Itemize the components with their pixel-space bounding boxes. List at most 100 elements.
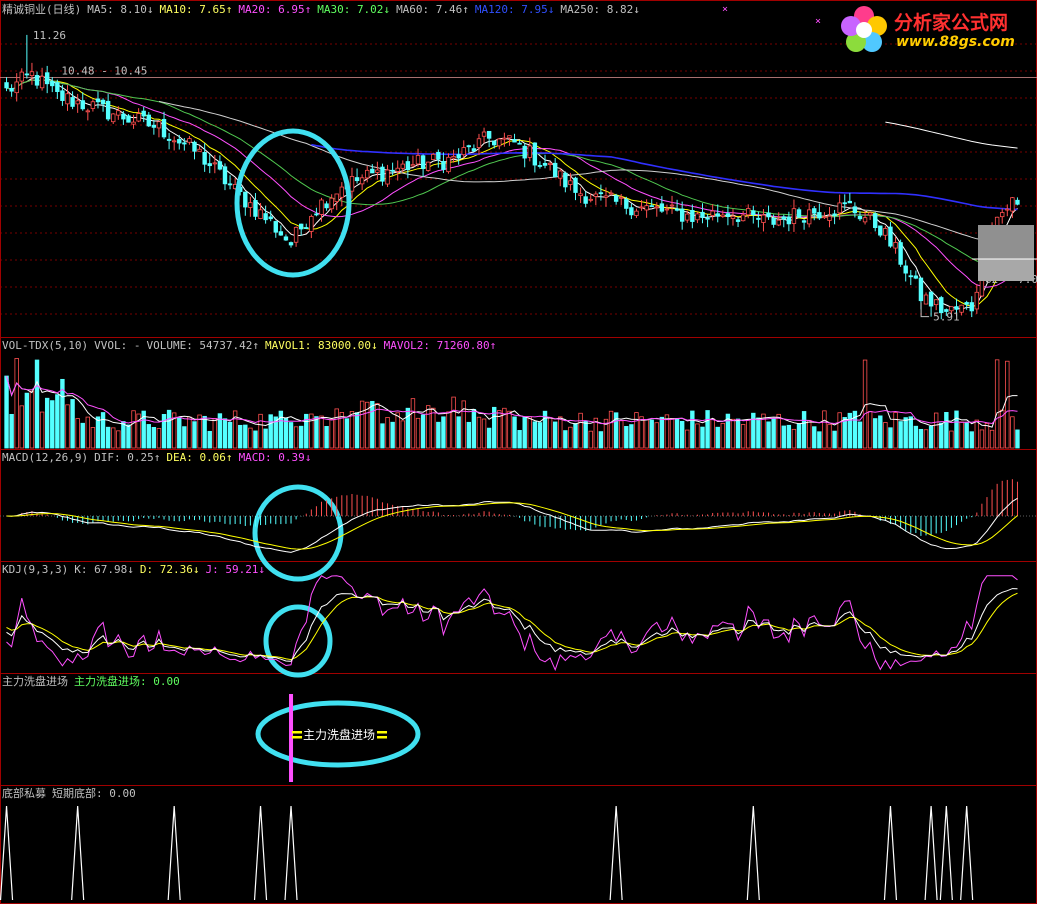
candle-body <box>735 219 741 222</box>
candle-body <box>207 163 212 167</box>
volume-bar <box>888 427 893 449</box>
volume-bar <box>867 411 873 449</box>
volume-bar <box>65 404 70 449</box>
dif-line <box>6 497 1018 553</box>
candle-body <box>771 217 776 225</box>
flower-icon <box>841 6 887 52</box>
candle-body <box>903 265 908 274</box>
candle-body <box>588 198 593 201</box>
volume-bar <box>619 420 624 449</box>
candle-body <box>111 113 116 123</box>
volume-bar <box>238 424 243 449</box>
low-price-pointer <box>920 302 930 318</box>
volume-bar <box>365 401 370 449</box>
candle-body <box>822 216 827 219</box>
volume-bar <box>390 421 395 449</box>
volume-bar <box>989 429 995 449</box>
volume-bar <box>710 418 715 449</box>
volume-bar <box>177 416 182 449</box>
candle-body <box>705 217 710 220</box>
volume-bar <box>400 420 405 449</box>
kdj-j-line <box>6 575 1018 672</box>
candle-body <box>888 226 893 247</box>
candle-body <box>547 162 553 165</box>
volume-bar <box>441 416 446 449</box>
volume-bar <box>116 430 121 449</box>
candle-body <box>415 155 421 165</box>
volume-bar <box>883 422 888 449</box>
candle-body <box>502 137 507 140</box>
candle-body <box>75 100 80 105</box>
price-header-item: MA10: 7.65↑ <box>159 3 233 16</box>
candle-body <box>746 208 751 216</box>
volume-bar <box>90 427 96 449</box>
logo-url: www.88gs.com <box>896 34 1015 50</box>
candle-body <box>700 211 705 218</box>
volume-bar <box>984 423 990 449</box>
candle-body <box>751 210 756 216</box>
volume-bar <box>263 428 268 449</box>
volume-bar <box>817 431 822 449</box>
volume-bar <box>344 418 350 449</box>
volume-bar <box>111 427 116 449</box>
candle-body <box>309 216 314 232</box>
volume-bar <box>24 392 30 449</box>
candle-body <box>420 155 426 170</box>
candle-body <box>476 138 482 148</box>
volume-bar <box>806 419 812 449</box>
volume-bar <box>309 413 314 449</box>
candle-body <box>624 199 629 209</box>
volume-bar <box>583 420 588 449</box>
volume-bar <box>898 421 903 449</box>
candle-body <box>202 152 207 165</box>
candle-body <box>141 110 146 117</box>
kdj-header-item: J: 59.21↓ <box>205 563 266 576</box>
volume-bar <box>207 430 212 449</box>
mavol2-line <box>6 375 1018 425</box>
kdj-d-line <box>6 592 1018 661</box>
volume-bar <box>634 412 639 449</box>
candle-body <box>690 210 695 222</box>
candle-body <box>365 169 370 179</box>
candle-body <box>146 114 151 127</box>
volume-bar <box>512 416 517 449</box>
bottom-signal-spike <box>924 805 938 901</box>
volume-bar <box>832 430 837 449</box>
candle-body <box>786 216 792 225</box>
candle-body <box>740 214 746 222</box>
candle-body <box>370 168 375 174</box>
volume-bar <box>471 409 477 449</box>
volume-bar <box>212 418 218 449</box>
candle-body <box>319 199 324 215</box>
macd-header-item: DEA: 0.06↑ <box>166 451 233 464</box>
volume-bar <box>253 430 258 449</box>
candle-body <box>380 166 385 182</box>
macd-header-item: DIF: 0.25↑ <box>94 451 161 464</box>
macd-header-item: MACD: 0.39↓ <box>238 451 312 464</box>
volume-bar <box>273 416 278 449</box>
logo-title: 分析家公式网 <box>894 12 1009 34</box>
candle-body <box>385 169 390 185</box>
candle-body <box>898 242 903 265</box>
candle-body <box>573 177 578 193</box>
volume-bar <box>822 410 827 449</box>
volume-bar <box>293 426 299 449</box>
volume-panel-header: VOL-TDX(5,10) VVOL: - VOLUME: 54737.42↑ MAV… <box>2 339 502 352</box>
candle-body <box>400 163 405 169</box>
candle-body <box>222 166 228 185</box>
highlight-circle-price <box>234 128 352 278</box>
candle-body <box>156 121 162 129</box>
candle-body <box>90 101 96 109</box>
candle-body <box>253 200 258 217</box>
volume-bar <box>29 390 35 449</box>
volume-bar <box>964 422 969 449</box>
candle-body <box>29 71 35 76</box>
volume-bar <box>481 418 487 449</box>
candle-body <box>847 200 853 204</box>
volume-bar <box>730 418 736 449</box>
volume-bar <box>944 412 949 449</box>
volume-bar <box>812 426 817 449</box>
volume-bar <box>746 419 751 449</box>
candle-body <box>481 131 487 137</box>
